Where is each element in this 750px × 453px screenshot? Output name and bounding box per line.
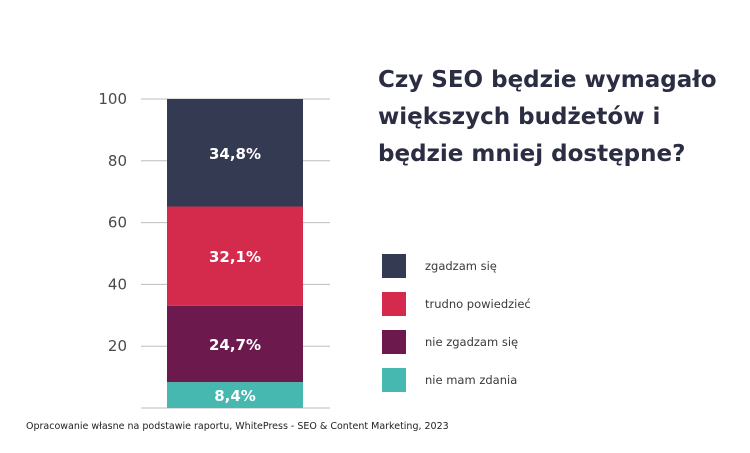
legend-label: trudno powiedzieć bbox=[425, 297, 531, 311]
bar-segment bbox=[167, 206, 303, 306]
y-tick-label: 100 bbox=[98, 90, 127, 108]
chart-title-line-2: większych budżetów i bbox=[378, 104, 661, 130]
bar-segments bbox=[167, 99, 303, 408]
y-tick-label: 60 bbox=[108, 214, 127, 232]
chart-title-line-3: będzie mniej dostępne? bbox=[378, 141, 686, 167]
chart-title-line-1: Czy SEO będzie wymagało bbox=[378, 67, 717, 93]
legend-item-nie-zgadzam: nie zgadzam się bbox=[382, 323, 531, 361]
legend-swatch bbox=[382, 254, 406, 278]
legend-swatch bbox=[382, 330, 406, 354]
data-label: 24,7% bbox=[209, 336, 261, 354]
data-label: 32,1% bbox=[209, 248, 261, 266]
data-label: 8,4% bbox=[214, 387, 256, 405]
legend-item-zgadzam: zgadzam się bbox=[382, 247, 531, 285]
legend-label: zgadzam się bbox=[425, 259, 497, 273]
y-axis-ticks: 100 80 60 40 20 bbox=[98, 90, 127, 355]
bar-segment bbox=[167, 305, 303, 383]
legend-swatch bbox=[382, 292, 406, 316]
source-note: Opracowanie własne na podstawie raportu,… bbox=[26, 421, 449, 432]
bar-segment bbox=[167, 382, 303, 408]
y-tick-label: 40 bbox=[108, 275, 127, 293]
legend-label: nie mam zdania bbox=[425, 373, 518, 387]
chart-title: Czy SEO będzie wymagało większych budżet… bbox=[378, 62, 738, 173]
legend-label: nie zgadzam się bbox=[425, 335, 519, 349]
legend-swatch bbox=[382, 368, 406, 392]
legend-item-trudno: trudno powiedzieć bbox=[382, 285, 531, 323]
legend-item-nie-mam: nie mam zdania bbox=[382, 361, 531, 399]
data-label: 34,8% bbox=[209, 145, 261, 163]
bar-segment bbox=[167, 99, 303, 207]
y-tick-label: 80 bbox=[108, 152, 127, 170]
legend: zgadzam się trudno powiedzieć nie zgadza… bbox=[382, 247, 531, 399]
data-labels: 8,4% 24,7% 32,1% 34,8% bbox=[209, 145, 261, 405]
y-tick-label: 20 bbox=[108, 337, 127, 355]
